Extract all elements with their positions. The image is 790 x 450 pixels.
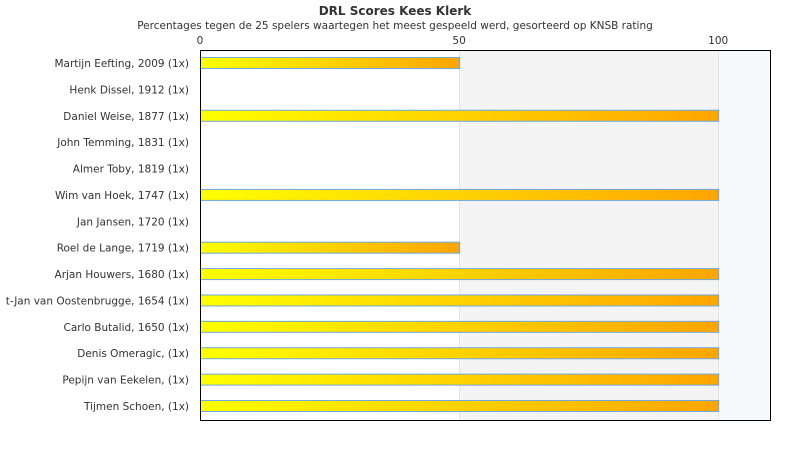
category-label: Denis Omeragic, (1x) xyxy=(77,348,189,360)
category-label: Almer Toby, 1819 (1x) xyxy=(73,164,189,176)
x-tick-label: 0 xyxy=(197,35,204,47)
category-label: Tijmen Schoen, (1x) xyxy=(83,401,189,413)
bar xyxy=(200,268,720,281)
bar xyxy=(200,347,720,360)
category-label: Henk Dissel, 1912 (1x) xyxy=(69,84,189,96)
bar xyxy=(200,188,720,201)
bar xyxy=(200,294,720,307)
plot-band xyxy=(718,50,770,420)
category-label: Wim van Hoek, 1747 (1x) xyxy=(55,190,189,202)
plot-border xyxy=(200,50,771,421)
bar xyxy=(200,373,720,386)
category-label: Carlo Butalid, 1650 (1x) xyxy=(64,322,190,334)
bar xyxy=(200,400,720,412)
x-tick-label: 50 xyxy=(452,35,465,47)
category-label: Daniel Weise, 1877 (1x) xyxy=(63,111,189,123)
x-tick-label: 100 xyxy=(708,35,728,47)
category-label: Jan Jansen, 1720 (1x) xyxy=(76,216,189,228)
category-label: Pepijn van Eekelen, (1x) xyxy=(62,375,189,387)
category-label: Martijn Eefting, 2009 (1x) xyxy=(54,58,189,70)
category-label: Arjan Houwers, 1680 (1x) xyxy=(55,269,189,281)
bar xyxy=(200,320,720,333)
bar xyxy=(200,57,461,69)
bar xyxy=(200,241,461,254)
bar xyxy=(200,109,720,122)
category-label: t-Jan van Oostenbrugge, 1654 (1x) xyxy=(6,295,189,307)
category-label: Roel de Lange, 1719 (1x) xyxy=(57,243,189,255)
plot-band xyxy=(459,50,719,420)
chart-subtitle: Percentages tegen de 25 spelers waartege… xyxy=(137,20,653,32)
chart-title: DRL Scores Kees Klerk xyxy=(319,4,473,18)
category-label: John Temming, 1831 (1x) xyxy=(56,137,189,149)
